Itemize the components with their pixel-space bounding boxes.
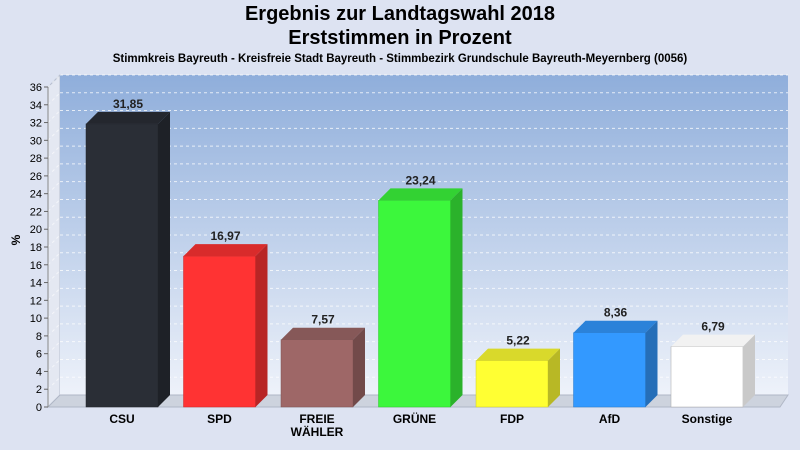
- bar-side: [645, 320, 658, 407]
- bar-side: [548, 348, 560, 407]
- y-tick-label: 26: [30, 171, 42, 183]
- bar-side: [158, 111, 170, 407]
- gridline-side: [47, 270, 61, 283]
- bar-front: [183, 255, 256, 408]
- bar: [378, 188, 463, 408]
- gridline-side: [47, 287, 61, 301]
- bar-side: [743, 334, 755, 407]
- gridline-side: [47, 359, 61, 372]
- y-axis-label: %: [9, 234, 23, 245]
- bar-front: [280, 339, 354, 408]
- y-tick-label: 16: [30, 260, 42, 272]
- x-tick-label: CSU: [109, 412, 134, 426]
- bar-value-label: 5,22: [506, 334, 530, 348]
- gridline-side: [47, 127, 61, 141]
- gridline-side: [47, 92, 61, 106]
- bar-top: [86, 111, 170, 124]
- gridline-side: [47, 341, 61, 355]
- chart-title-line2: Erststimmen in Prozent: [288, 27, 512, 49]
- bar: [670, 334, 755, 408]
- y-tick-label: 18: [30, 242, 42, 254]
- bar-top: [476, 348, 560, 361]
- bar-top: [378, 188, 463, 201]
- bar: [280, 327, 365, 408]
- x-tick-label: AfD: [599, 412, 621, 426]
- bar-front: [378, 200, 451, 408]
- gridline-side: [47, 305, 61, 319]
- x-tick-label: FREIE: [299, 412, 334, 426]
- bar: [573, 320, 658, 408]
- y-tick-label: 0: [36, 402, 42, 414]
- bar-top: [183, 244, 268, 257]
- bar-value-label: 8,36: [604, 306, 628, 320]
- x-tick-label: GRÜNE: [393, 411, 436, 426]
- bar: [475, 348, 560, 408]
- y-tick-label: 6: [36, 349, 42, 361]
- y-tick-label: 36: [30, 82, 42, 94]
- x-tick-label: Sonstige: [682, 412, 733, 426]
- bar-value-label: 6,79: [701, 320, 725, 334]
- gridline-side: [47, 181, 61, 195]
- bar-top: [281, 327, 365, 340]
- x-tick-label: WÄHLER: [291, 424, 344, 439]
- gridline-side: [47, 163, 61, 177]
- bars: 31,85 16,97 7,57 23,24 5,22 8,36 6,79: [85, 97, 755, 408]
- y-tick-label: 30: [30, 135, 42, 147]
- y-tick-label: 14: [30, 278, 42, 290]
- y-tick-label: 34: [30, 100, 42, 112]
- bar-top: [573, 320, 658, 333]
- bar-value-label: 7,57: [311, 313, 335, 327]
- gridline-side: [47, 216, 61, 230]
- chart-subtitle: Stimmkreis Bayreuth - Kreisfreie Stadt B…: [112, 53, 688, 65]
- gridline-side: [47, 323, 61, 337]
- y-tick-label: 24: [30, 189, 42, 201]
- bar-side: [255, 244, 268, 407]
- bar-front: [670, 346, 744, 408]
- bar-front: [475, 360, 549, 408]
- bar-value-label: 31,85: [113, 97, 143, 111]
- y-tick-label: 20: [30, 224, 42, 236]
- y-tick-label: 28: [30, 153, 42, 165]
- bar-front: [85, 123, 159, 408]
- bar: [183, 244, 268, 408]
- bar-side: [450, 188, 463, 407]
- y-tick-label: 22: [30, 206, 42, 218]
- bar-side: [353, 327, 365, 407]
- y-tick-label: 12: [30, 295, 42, 307]
- bar: [85, 111, 170, 408]
- y-tick-label: 8: [36, 331, 42, 343]
- gridline-side: [47, 110, 61, 123]
- x-tick-label: FDP: [500, 412, 524, 426]
- x-tick-label: SPD: [207, 412, 232, 426]
- y-tick-label: 2: [36, 384, 42, 396]
- gridline-side: [47, 376, 61, 390]
- chart-title-line1: Ergebnis zur Landtagswahl 2018: [244, 3, 556, 25]
- y-tick-label: 4: [36, 366, 42, 378]
- gridline-side: [47, 145, 61, 159]
- gridline-side: [47, 234, 61, 248]
- y-tick-label: 10: [30, 313, 42, 325]
- y-tick-label: 32: [30, 118, 42, 130]
- gridline-side: [47, 252, 61, 266]
- gridline-side: [47, 199, 61, 212]
- bar-value-label: 23,24: [405, 173, 435, 187]
- bar-value-label: 16,97: [210, 229, 240, 243]
- gridline-side: [47, 74, 61, 88]
- gridlines: [47, 74, 788, 390]
- bar-front: [573, 332, 646, 408]
- bar-top: [671, 334, 755, 347]
